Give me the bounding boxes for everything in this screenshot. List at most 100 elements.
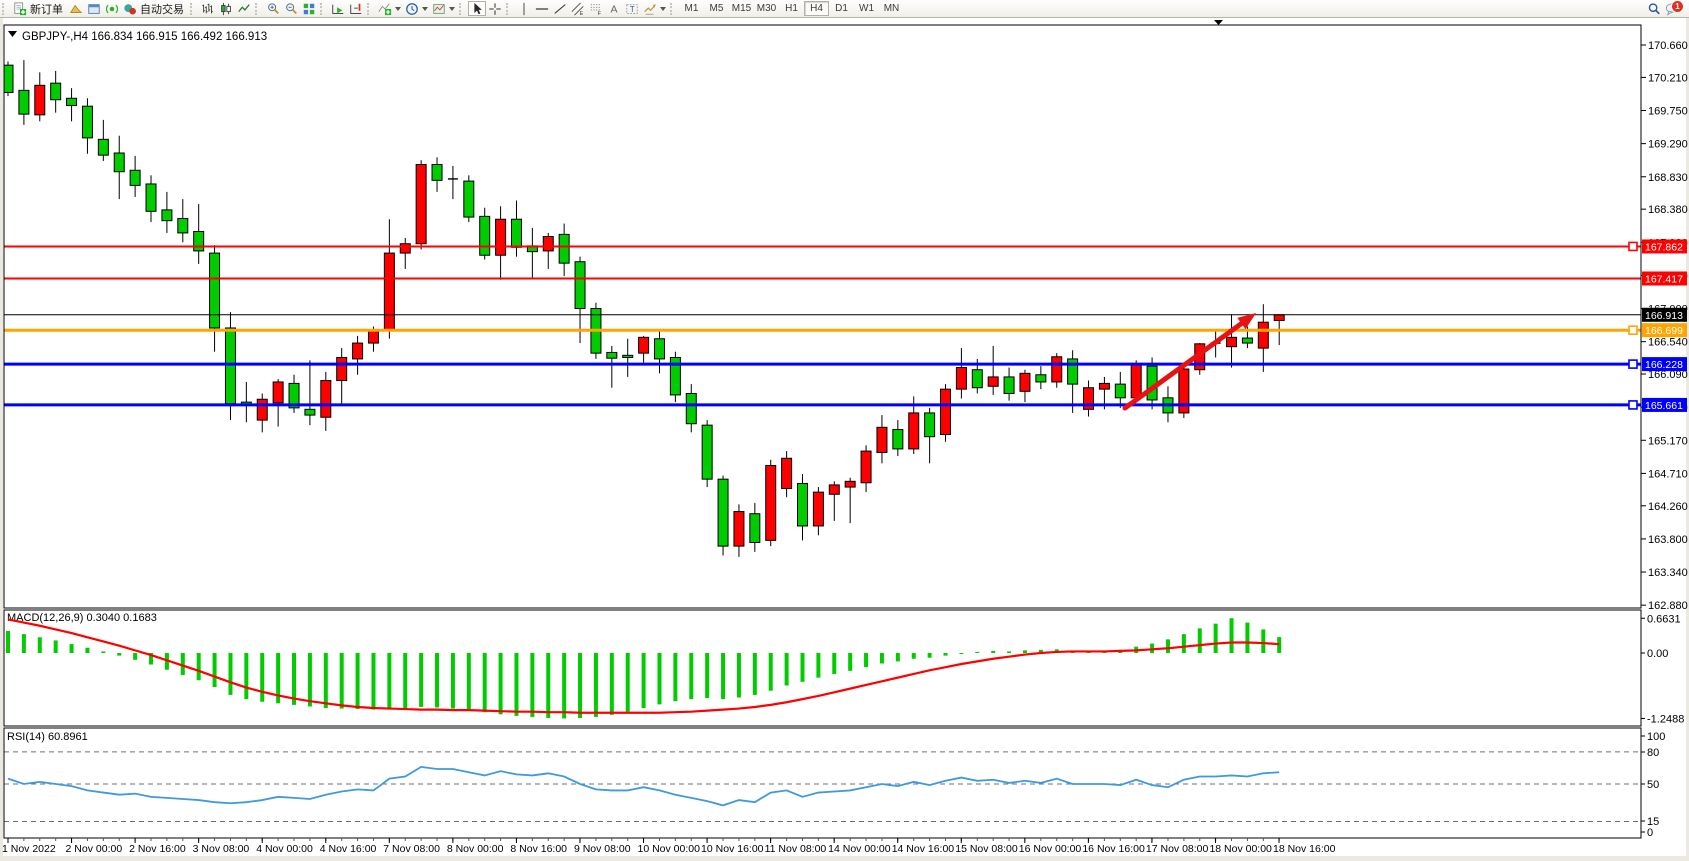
trend-arrow-annotation[interactable] (1122, 313, 1256, 411)
notifications-button[interactable]: 1 (1663, 0, 1684, 16)
toolbar: 新订单 自动交易 E F A T M1 M5 M15 M30 H1 H4 D1 W1 MN 1 (0, 0, 1689, 18)
svg-text:11 Nov 08:00: 11 Nov 08:00 (765, 843, 827, 855)
vline-button[interactable] (515, 1, 533, 16)
crosshair-button[interactable] (486, 1, 504, 16)
svg-text:1 Nov 2022: 1 Nov 2022 (2, 843, 56, 855)
svg-text:80: 80 (1647, 747, 1659, 759)
arrows-button[interactable] (641, 1, 668, 16)
zoom-out-button[interactable] (282, 1, 300, 16)
svg-text:166.540: 166.540 (1648, 337, 1688, 349)
svg-text:A: A (611, 3, 618, 15)
hline-button[interactable] (533, 1, 551, 16)
chevron-down-icon[interactable] (660, 6, 666, 11)
autoscroll-icon (331, 2, 345, 16)
svg-text:0.00: 0.00 (1647, 648, 1668, 660)
profile-button[interactable] (67, 1, 85, 16)
toolbar-grip (506, 2, 512, 15)
svg-text:4 Nov 00:00: 4 Nov 00:00 (256, 843, 313, 855)
periods-icon (405, 2, 419, 16)
chevron-down-icon[interactable] (449, 6, 455, 11)
main-price-panel: GBPJPY-,H4 166.834 166.915 166.492 166.9… (4, 31, 1641, 557)
svg-text:8 Nov 16:00: 8 Nov 16:00 (510, 843, 567, 855)
new-order-button[interactable]: 新订单 (11, 1, 67, 16)
indicators-button[interactable] (376, 1, 403, 16)
trendline-button[interactable] (551, 1, 569, 16)
timeframe-H1-button[interactable]: H1 (785, 3, 798, 14)
fibonacci-button[interactable]: F (587, 1, 605, 16)
svg-text:7 Nov 08:00: 7 Nov 08:00 (383, 843, 440, 855)
chart-canvas[interactable]: GBPJPY-,H4 166.834 166.915 166.492 166.9… (0, 17, 1689, 861)
svg-text:164.710: 164.710 (1648, 468, 1688, 480)
svg-text:8 Nov 00:00: 8 Nov 00:00 (447, 843, 504, 855)
market-watch-button[interactable] (85, 1, 103, 16)
price-axis[interactable]: 170.660 170.210 169.750 169.290 168.830 168.3… (1641, 18, 1688, 856)
timeframe-W1-button[interactable]: W1 (859, 3, 874, 14)
time-axis[interactable]: 1 Nov 2022 2 Nov 00:00 2 Nov 16:00 3 Nov 08… (2, 838, 1336, 855)
svg-text:3 Nov 08:00: 3 Nov 08:00 (193, 843, 250, 855)
svg-text:0.6631: 0.6631 (1647, 613, 1681, 625)
tile-windows-button[interactable] (300, 1, 318, 16)
timeframe-MN-button[interactable]: MN (883, 3, 900, 14)
signals-button[interactable] (103, 1, 121, 16)
svg-text:168.830: 168.830 (1648, 172, 1688, 184)
svg-text:166.699: 166.699 (1645, 325, 1683, 337)
svg-text:166.913: 166.913 (1645, 310, 1683, 322)
timeframe-H4-button[interactable]: H4 (804, 1, 829, 16)
macd-histogram (6, 618, 1282, 719)
toolbar-grip (459, 2, 465, 15)
channel-button[interactable]: E (569, 1, 587, 16)
text-button[interactable]: A (605, 1, 623, 16)
timeframe-D1-button[interactable]: D1 (835, 3, 848, 14)
svg-text:2 Nov 16:00: 2 Nov 16:00 (129, 843, 186, 855)
svg-text:50: 50 (1647, 779, 1659, 791)
svg-text:15: 15 (1647, 816, 1659, 828)
svg-text:170.210: 170.210 (1648, 72, 1688, 84)
chevron-down-icon[interactable] (395, 6, 401, 11)
zoom-in-icon (266, 2, 280, 16)
bars-chart-button[interactable] (199, 1, 217, 16)
svg-text:167.862: 167.862 (1645, 241, 1683, 253)
new-order-label: 新订单 (30, 3, 63, 16)
chart-shift-icon (349, 2, 363, 16)
rsi-label: RSI(14) 60.8961 (7, 731, 88, 743)
zoom-in-button[interactable] (264, 1, 282, 16)
timeframe-M30-button[interactable]: M30 (756, 3, 777, 14)
svg-text:164.260: 164.260 (1648, 501, 1688, 513)
cursor-button[interactable] (468, 1, 486, 16)
svg-text:0: 0 (1647, 827, 1653, 839)
svg-text:14 Nov 00:00: 14 Nov 00:00 (828, 843, 891, 855)
svg-text:9 Nov 08:00: 9 Nov 08:00 (574, 843, 631, 855)
rsi-line (7, 765, 1280, 807)
text-label-button[interactable]: T (623, 1, 641, 16)
candles-chart-button[interactable] (217, 1, 235, 16)
line-chart-button[interactable] (235, 1, 253, 16)
toolbar-grip (190, 2, 196, 15)
svg-text:168.380: 168.380 (1648, 204, 1688, 216)
chevron-down-icon[interactable] (422, 6, 428, 11)
bars-chart-icon (201, 2, 215, 16)
line-chart-icon (237, 2, 251, 16)
search-button[interactable] (1645, 1, 1663, 16)
autotrade-button[interactable]: 自动交易 (121, 1, 188, 16)
periods-button[interactable] (403, 1, 430, 16)
timeframe-M5-button[interactable]: M5 (709, 3, 724, 14)
arrows-icon (643, 2, 657, 16)
svg-text:10 Nov 16:00: 10 Nov 16:00 (701, 843, 764, 855)
autoscroll-button[interactable] (329, 1, 347, 16)
crosshair-icon (488, 2, 502, 16)
templates-button[interactable] (430, 1, 457, 16)
svg-text:4 Nov 16:00: 4 Nov 16:00 (320, 843, 377, 855)
timeframe-M15-button[interactable]: M15 (731, 3, 752, 14)
svg-text:14 Nov 16:00: 14 Nov 16:00 (892, 843, 955, 855)
price-tag-167.862 (1642, 239, 1687, 254)
chart-area[interactable]: GBPJPY-,H4 166.834 166.915 166.492 166.9… (0, 17, 1689, 861)
price-tag-165.661 (1642, 397, 1687, 412)
trendline-icon (553, 2, 567, 16)
svg-text:16 Nov 16:00: 16 Nov 16:00 (1082, 843, 1145, 855)
svg-text:10 Nov 00:00: 10 Nov 00:00 (638, 843, 701, 855)
svg-text:165.170: 165.170 (1648, 435, 1688, 447)
timeframe-M1-button[interactable]: M1 (684, 3, 699, 14)
chart-shift-button[interactable] (347, 1, 365, 16)
toolbar-grip (320, 2, 326, 15)
